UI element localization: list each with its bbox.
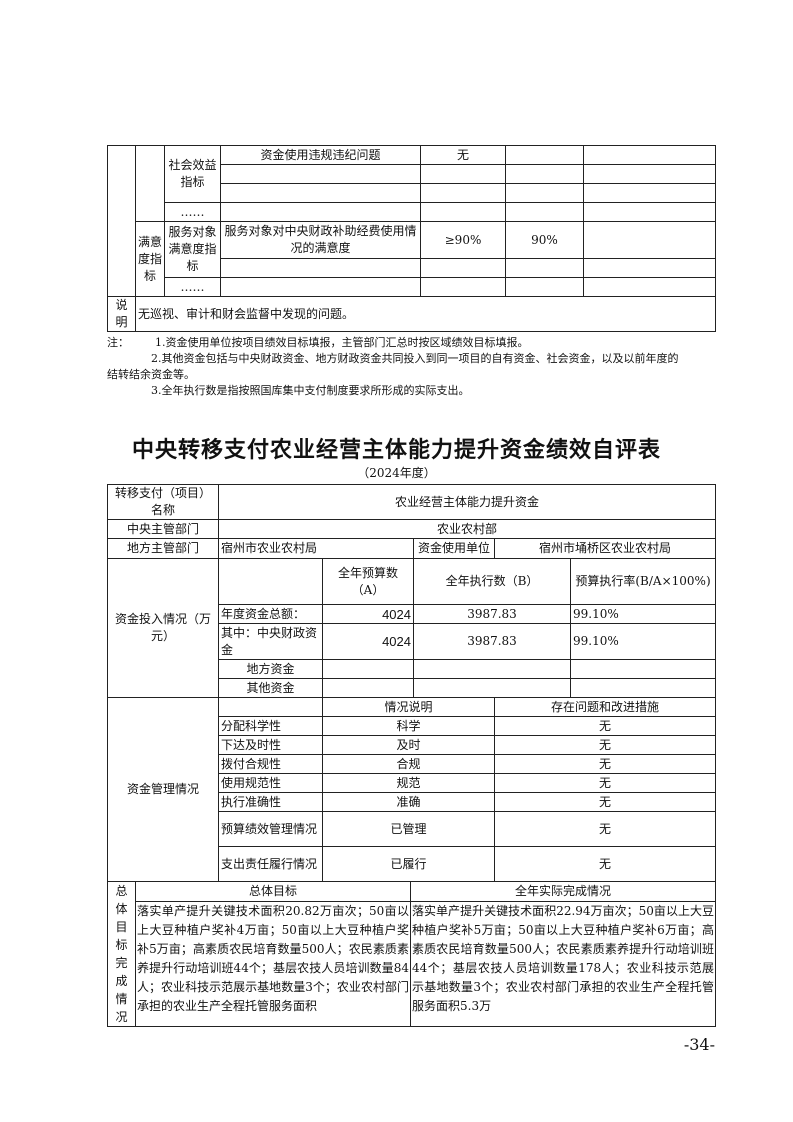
footnotes: 注： 1.资金使用单位按项目绩效目标填报，主管部门汇总时按区域绩效目标填报。 2.… [107, 336, 679, 397]
performance-indicator-table: 社会效益指标 资金使用违规违纪问题无 …… 满意度指标 服务对象满意度指标 服务对象对… [107, 145, 716, 332]
management-label: 资金管理情况 [107, 697, 219, 882]
ellipsis: …… [164, 277, 221, 297]
indicator-target: ≥90% [420, 221, 506, 259]
note-label: 说明 [107, 296, 136, 332]
service-satisfaction-label: 服务对象满意度指标 [164, 221, 221, 278]
self-evaluation-table: 转移支付（项目）名称 农业经营主体能力提升资金 中央主管部门 农业农村部 地方主管部… [107, 484, 717, 882]
indicator-actual: 90% [505, 221, 584, 259]
funds-label: 资金投入情况（万元） [107, 558, 219, 698]
goal-side-label: 总体目标完成情况 [107, 881, 136, 1027]
indicator-name: 资金使用违规违纪问题 [220, 145, 421, 165]
ellipsis: …… [164, 202, 221, 222]
page-title: 中央转移支付农业经营主体能力提升资金绩效自评表 [131, 438, 661, 463]
social-benefit-label: 社会效益指标 [164, 145, 221, 203]
note-text: 无巡视、审计和财会监督中发现的问题。 [135, 296, 716, 332]
goal-text: 落实单产提升关键技术面积20.82万亩次；50亩以上大豆种植户奖补4万亩；50亩… [135, 900, 411, 1028]
project-name: 农业经营主体能力提升资金 [217, 484, 717, 520]
page-number: -34- [683, 1035, 715, 1054]
indicator-name: 服务对象对中央财政补助经费使用情况的满意度 [220, 221, 421, 259]
overall-goal-table: 总体目标完成情况 总体目标 全年实际完成情况 落实单产提升关键技术面积20.82万亩… [107, 881, 716, 1028]
subtitle: （2024年度） [357, 466, 436, 480]
satisfaction-label: 满意度指标 [135, 221, 165, 297]
actual-text: 落实单产提升关键技术面积22.94万亩次；50亩以上大豆种植户奖补5万亩；50亩… [410, 900, 716, 1028]
indicator-value: 无 [420, 145, 506, 165]
